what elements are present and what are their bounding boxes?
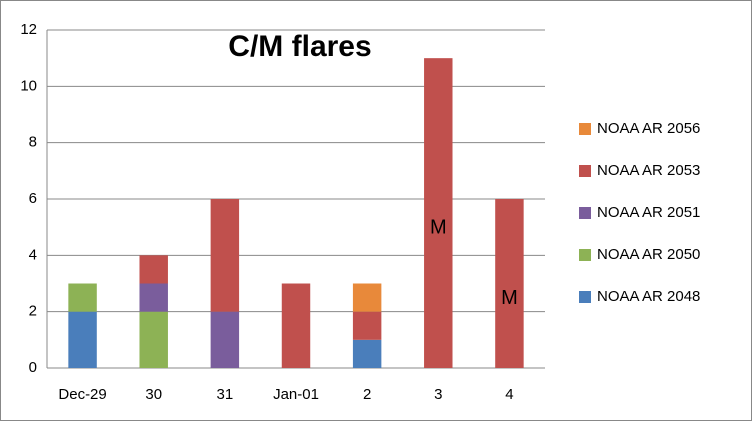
bar-segment <box>68 283 97 312</box>
legend-label: NOAA AR 2051 <box>597 204 700 221</box>
legend-swatch <box>579 249 591 261</box>
x-tick-label: Dec-29 <box>58 386 106 403</box>
bar-segment <box>281 283 311 368</box>
legend-swatch <box>579 207 591 219</box>
x-tick-label: 31 <box>217 386 234 403</box>
bar-segment <box>68 311 97 368</box>
legend-label: NOAA AR 2056 <box>597 120 700 137</box>
x-tick-label: 3 <box>434 386 442 403</box>
y-tick-label: 0 <box>29 359 37 376</box>
y-tick-label: 12 <box>20 21 37 38</box>
y-tick-label: 4 <box>29 246 37 263</box>
legend-swatch <box>579 123 591 135</box>
chart-title: C/M flares <box>228 30 371 63</box>
bar-segment <box>352 339 382 368</box>
annotation: M <box>430 216 447 238</box>
x-tick-label: 2 <box>363 386 371 403</box>
x-tick-label: Jan-01 <box>273 386 319 403</box>
bar-segment <box>352 311 382 340</box>
bar-segment <box>139 255 168 284</box>
legend-label: NOAA AR 2048 <box>597 288 700 305</box>
x-tick-label: 4 <box>505 386 513 403</box>
bar-segment <box>139 311 168 368</box>
x-tick-label: 30 <box>145 386 162 403</box>
y-tick-label: 10 <box>20 77 37 94</box>
bar-segment <box>139 283 168 312</box>
legend-label: NOAA AR 2050 <box>597 246 700 263</box>
legend-label: NOAA AR 2053 <box>597 162 700 179</box>
bar-segment <box>210 311 240 368</box>
bar-segment <box>210 199 240 312</box>
y-tick-label: 8 <box>29 134 37 151</box>
y-tick-label: 2 <box>29 303 37 320</box>
legend-swatch <box>579 291 591 303</box>
bar-segment <box>424 58 453 369</box>
bar-segment <box>495 199 524 368</box>
annotation: M <box>501 287 518 309</box>
legend-swatch <box>579 165 591 177</box>
y-tick-label: 6 <box>29 190 37 207</box>
bar-segment <box>352 283 382 312</box>
